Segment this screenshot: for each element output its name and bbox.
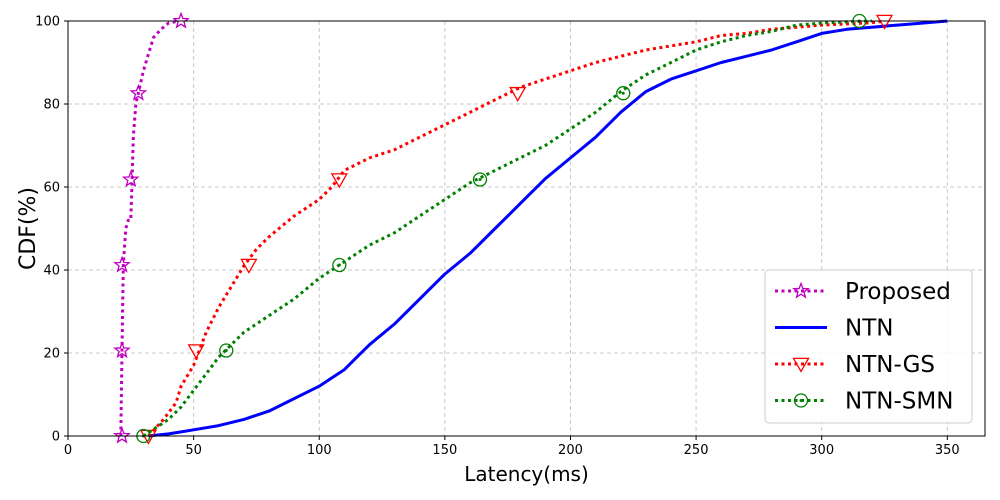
x-tick-label: 100 (307, 443, 332, 458)
series-line (148, 19, 948, 438)
series-marker (113, 426, 131, 444)
plot-frame (67, 20, 986, 437)
series-marker (509, 86, 527, 103)
series-marker (129, 83, 148, 101)
y-tick-label: 0 (52, 430, 60, 445)
series-marker (875, 14, 894, 30)
y-tick-label: 100 (35, 15, 60, 30)
legend-box (764, 269, 973, 424)
y-tick-label: 20 (43, 347, 60, 362)
series-line (119, 19, 179, 437)
series-proposed (113, 11, 190, 444)
legend-item: NTN (775, 316, 893, 342)
series-marker (616, 86, 631, 101)
series-marker (330, 173, 348, 189)
y-tick-label: 40 (43, 264, 60, 279)
legend-marker (793, 393, 809, 408)
series-layer (113, 11, 948, 445)
legend-label: NTN-GS (845, 352, 935, 378)
legend-item: NTN-GS (775, 352, 935, 378)
series-marker (240, 258, 258, 274)
y-tick-label: 60 (43, 181, 60, 196)
y-tick-label: 80 (43, 98, 60, 113)
x-tick-label: 250 (684, 443, 709, 458)
series-marker (187, 344, 205, 360)
x-axis-label: Latency(ms) (464, 462, 589, 486)
series-marker (472, 172, 488, 187)
legend-item: Proposed (775, 279, 951, 305)
series-marker (113, 341, 131, 359)
series-marker (219, 343, 234, 358)
tick-layer: 0 50 100 150 200 250 300 350 0 20 40 60 80 100 (35, 15, 960, 459)
series-marker (172, 11, 190, 29)
x-tick-label: 350 (935, 443, 960, 458)
legend: Proposed NTN NTN-GS NTN-SMN (764, 269, 973, 424)
x-tick-label: 300 (809, 443, 834, 458)
series-marker (121, 170, 140, 188)
x-tick-label: 150 (432, 443, 457, 458)
x-tick-label: 200 (558, 443, 583, 458)
legend-item: NTN-SMN (775, 389, 953, 415)
legend-label: Proposed (845, 279, 951, 305)
x-tick-label: 50 (185, 443, 202, 458)
x-tick-label: 0 (64, 443, 72, 458)
series-marker (113, 255, 131, 273)
series-ntn-smn (136, 13, 872, 444)
series-marker (332, 257, 347, 273)
series-line (142, 19, 872, 438)
legend-marker (792, 357, 810, 373)
series-ntn (148, 19, 948, 438)
legend-marker (792, 281, 810, 299)
y-axis-label: CDF(%) (16, 187, 41, 270)
legend-label: NTN (845, 316, 893, 342)
legend-label: NTN-SMN (845, 389, 953, 415)
